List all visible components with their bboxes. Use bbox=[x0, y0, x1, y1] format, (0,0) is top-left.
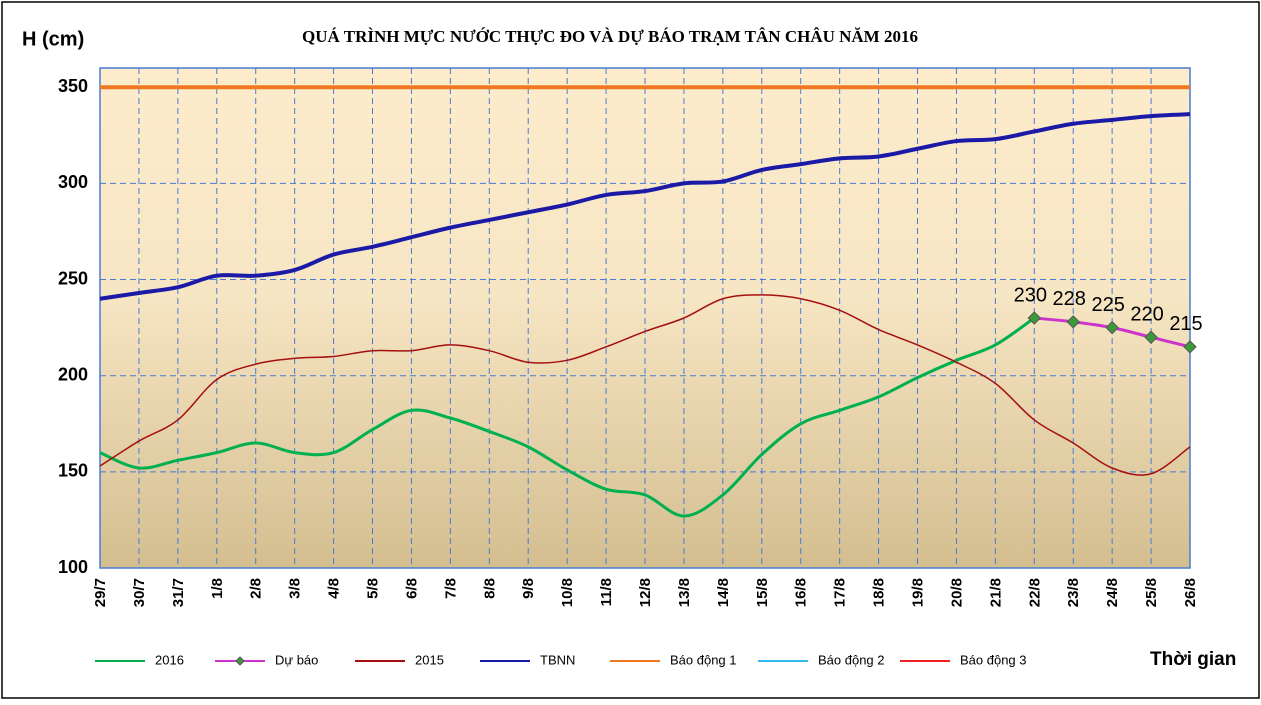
x-tick-label: 7/8 bbox=[442, 578, 459, 599]
marker bbox=[1183, 340, 1197, 354]
y-tick-label: 200 bbox=[58, 364, 88, 384]
x-tick-label: 25/8 bbox=[1143, 578, 1160, 607]
x-tick-label: 19/8 bbox=[909, 578, 926, 607]
legend-label: 2015 bbox=[415, 652, 444, 667]
x-tick-label: 11/8 bbox=[598, 578, 615, 606]
x-tick-label: 13/8 bbox=[676, 578, 693, 607]
y-tick-label: 100 bbox=[58, 557, 88, 577]
x-tick-label: 8/8 bbox=[481, 578, 498, 599]
x-tick-label: 20/8 bbox=[948, 578, 965, 607]
x-axis-label: Thời gian bbox=[1150, 649, 1236, 670]
x-tick-label: 29/7 bbox=[92, 578, 109, 607]
x-tick-label: 16/8 bbox=[793, 578, 810, 607]
x-tick-label: 14/8 bbox=[715, 578, 732, 607]
legend-marker bbox=[235, 656, 245, 666]
x-tick-label: 18/8 bbox=[871, 578, 888, 607]
marker bbox=[1144, 330, 1158, 344]
data-label: 228 bbox=[1053, 288, 1086, 310]
legend-label: Dự báo bbox=[275, 652, 318, 667]
series-line bbox=[99, 316, 1036, 518]
legend-label: 2016 bbox=[155, 652, 184, 667]
data-label: 225 bbox=[1091, 294, 1124, 316]
x-tick-label: 31/7 bbox=[170, 578, 187, 607]
x-tick-label: 22/8 bbox=[1026, 578, 1043, 607]
y-axis-label: H (cm) bbox=[22, 28, 84, 50]
x-tick-label: 2/8 bbox=[248, 578, 265, 599]
y-tick-label: 250 bbox=[58, 268, 88, 288]
y-tick-label: 300 bbox=[58, 172, 88, 192]
legend-label: Báo động 1 bbox=[670, 652, 737, 667]
x-tick-label: 17/8 bbox=[832, 578, 849, 607]
marker bbox=[1105, 320, 1119, 335]
chart-title: QUÁ TRÌNH MỰC NƯỚC THỰC ĐO VÀ DỰ BÁO TRẠ… bbox=[302, 27, 918, 46]
marker bbox=[1066, 315, 1080, 329]
legend-label: TBNN bbox=[540, 652, 575, 667]
x-tick-label: 9/8 bbox=[520, 578, 537, 599]
x-tick-label: 26/8 bbox=[1182, 578, 1199, 607]
x-tick-label: 21/8 bbox=[987, 578, 1004, 607]
x-tick-label: 23/8 bbox=[1065, 578, 1082, 607]
series-line bbox=[99, 112, 1191, 301]
legend-label: Báo động 3 bbox=[960, 652, 1027, 667]
plot-border bbox=[99, 67, 1191, 569]
x-tick-label: 6/8 bbox=[403, 578, 420, 599]
x-tick-label: 24/8 bbox=[1104, 578, 1121, 607]
data-label: 220 bbox=[1130, 304, 1163, 326]
x-tick-label: 3/8 bbox=[287, 578, 304, 599]
x-tick-label: 1/8 bbox=[209, 578, 226, 599]
data-label: 230 bbox=[1014, 284, 1047, 306]
x-tick-label: 15/8 bbox=[754, 578, 771, 607]
x-tick-label: 10/8 bbox=[559, 578, 576, 607]
y-tick-label: 350 bbox=[58, 76, 88, 96]
x-tick-label: 4/8 bbox=[326, 578, 343, 599]
y-tick-label: 150 bbox=[58, 461, 88, 481]
series-line bbox=[99, 294, 1191, 476]
marker bbox=[1027, 311, 1041, 325]
x-tick-label: 5/8 bbox=[364, 578, 381, 599]
data-label: 215 bbox=[1169, 313, 1202, 335]
legend-label: Báo động 2 bbox=[818, 652, 885, 667]
x-tick-label: 12/8 bbox=[637, 578, 654, 607]
x-tick-label: 30/7 bbox=[131, 578, 148, 607]
